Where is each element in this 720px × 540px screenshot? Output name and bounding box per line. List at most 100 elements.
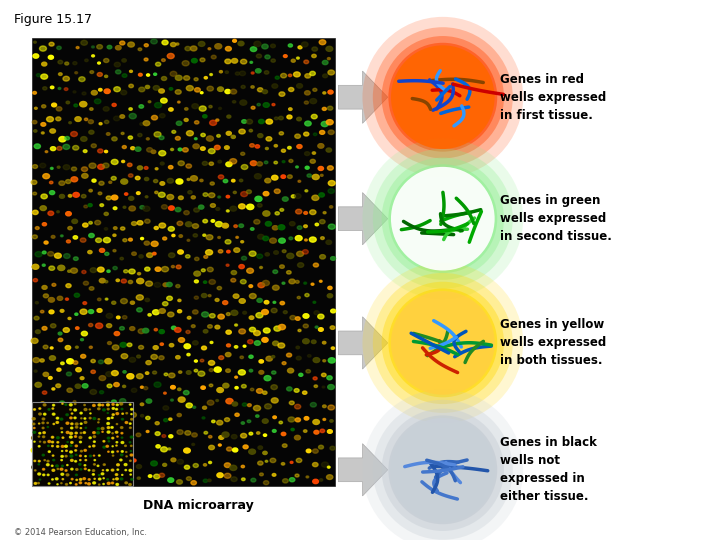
Circle shape [187, 316, 191, 319]
Circle shape [186, 403, 192, 408]
Circle shape [40, 402, 45, 404]
Text: DNA microarray: DNA microarray [143, 500, 254, 512]
Circle shape [312, 88, 317, 91]
Circle shape [235, 72, 240, 75]
Circle shape [194, 138, 197, 140]
Circle shape [98, 459, 103, 463]
Circle shape [231, 271, 237, 275]
Circle shape [62, 437, 64, 438]
Circle shape [71, 167, 76, 171]
Circle shape [52, 388, 55, 390]
Circle shape [198, 42, 205, 46]
Circle shape [328, 294, 333, 298]
Circle shape [258, 446, 263, 449]
Circle shape [35, 107, 37, 109]
Circle shape [200, 359, 204, 362]
Circle shape [51, 436, 54, 438]
Circle shape [129, 238, 132, 241]
Circle shape [42, 105, 46, 108]
Circle shape [116, 445, 117, 446]
Circle shape [103, 483, 104, 484]
Circle shape [35, 227, 39, 229]
Circle shape [99, 376, 106, 381]
Circle shape [59, 401, 65, 405]
Circle shape [330, 309, 336, 313]
Circle shape [234, 248, 240, 252]
Circle shape [287, 387, 292, 391]
Circle shape [40, 463, 47, 467]
Circle shape [132, 221, 137, 225]
Circle shape [273, 270, 278, 274]
Circle shape [75, 480, 80, 483]
Circle shape [52, 479, 53, 480]
Circle shape [330, 206, 333, 208]
Circle shape [246, 119, 253, 124]
Circle shape [193, 144, 199, 148]
Circle shape [263, 391, 267, 394]
Circle shape [130, 70, 132, 72]
Circle shape [307, 174, 312, 177]
Circle shape [176, 43, 179, 45]
Circle shape [73, 257, 78, 260]
Circle shape [320, 174, 323, 177]
Circle shape [294, 194, 301, 199]
Circle shape [42, 391, 47, 394]
Circle shape [112, 472, 117, 477]
Circle shape [111, 427, 113, 428]
Circle shape [116, 483, 119, 485]
Circle shape [130, 474, 131, 475]
Circle shape [202, 346, 207, 350]
Circle shape [160, 181, 165, 185]
Circle shape [126, 456, 127, 457]
Circle shape [156, 445, 161, 448]
Circle shape [111, 177, 116, 180]
Circle shape [207, 86, 213, 91]
Circle shape [184, 448, 190, 453]
Circle shape [122, 74, 127, 77]
Circle shape [280, 301, 284, 305]
Circle shape [223, 179, 228, 183]
Circle shape [83, 223, 88, 227]
Circle shape [81, 167, 88, 172]
Ellipse shape [382, 282, 504, 404]
Circle shape [328, 466, 330, 468]
Circle shape [66, 372, 71, 376]
Circle shape [92, 474, 94, 475]
Circle shape [66, 179, 71, 184]
Circle shape [151, 116, 158, 120]
Circle shape [230, 465, 237, 470]
Circle shape [207, 267, 213, 272]
Circle shape [153, 474, 160, 479]
Circle shape [34, 370, 37, 372]
Circle shape [53, 460, 55, 461]
Circle shape [186, 477, 192, 481]
Circle shape [63, 254, 70, 259]
Circle shape [226, 195, 230, 198]
Circle shape [107, 469, 108, 471]
Circle shape [59, 137, 66, 142]
Circle shape [247, 204, 254, 210]
Circle shape [272, 84, 278, 88]
Circle shape [163, 302, 168, 306]
Circle shape [241, 85, 246, 89]
Circle shape [259, 360, 264, 363]
Circle shape [104, 280, 108, 283]
Circle shape [67, 480, 71, 483]
Circle shape [40, 206, 46, 211]
Circle shape [144, 166, 148, 170]
Circle shape [303, 314, 309, 318]
Circle shape [104, 227, 108, 230]
Circle shape [84, 432, 86, 434]
Circle shape [33, 423, 35, 425]
Circle shape [92, 474, 96, 477]
Circle shape [67, 359, 73, 364]
Circle shape [89, 437, 91, 438]
Circle shape [122, 420, 127, 424]
Circle shape [289, 221, 295, 226]
Circle shape [275, 76, 279, 79]
Ellipse shape [391, 418, 495, 522]
Circle shape [53, 423, 55, 424]
Circle shape [57, 446, 59, 447]
Circle shape [168, 206, 174, 210]
Circle shape [42, 174, 50, 179]
